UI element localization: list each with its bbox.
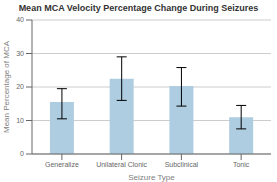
svg-text:Generalize: Generalize	[45, 161, 79, 168]
svg-text:Mean Percentage of MCA: Mean Percentage of MCA	[8, 40, 11, 133]
svg-text:40: 40	[16, 16, 24, 23]
html-text:Mean MCA Velocity Percentage C: Mean MCA Velocity Percentage Change Duri…	[18, 3, 259, 13]
svg-text:10: 10	[16, 117, 24, 124]
svg-text:0: 0	[20, 150, 24, 157]
svg-text:Tonic: Tonic	[233, 161, 250, 168]
svg-text:30: 30	[16, 50, 24, 57]
svg-text:Subclinical: Subclinical	[165, 161, 199, 168]
svg-text:20: 20	[16, 83, 24, 90]
svg-text:Seizure Type: Seizure Type	[128, 173, 175, 182]
svg-text:Unilateral Clonic: Unilateral Clonic	[96, 161, 147, 168]
